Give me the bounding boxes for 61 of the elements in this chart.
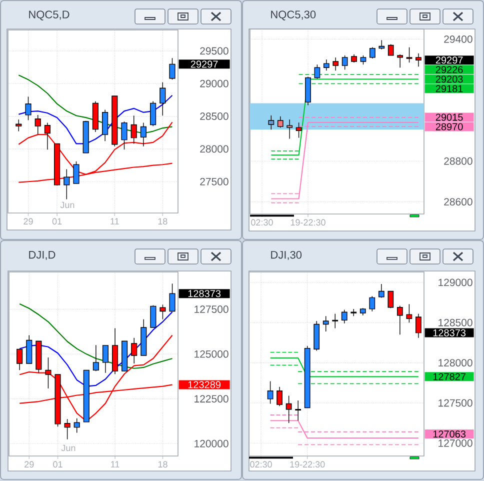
text: 29297 [190,60,218,68]
x-tick-label: 02:30 [250,461,272,468]
y-tick-label: 128500 [438,318,472,326]
y-tick-label: 28000 [200,145,228,153]
x-tick-label: 29 [24,461,34,468]
chart-title: NQC5,30 [271,10,316,20]
chart-title: DJI,30 [271,250,302,260]
x-tick-label: 11 [111,461,120,468]
data-label: 29203 [436,76,463,83]
candlestick [150,100,156,126]
candlestick [295,400,302,421]
candlestick [396,305,403,336]
candlestick [92,100,98,132]
text: 29297 [436,56,463,64]
candlestick [416,313,422,338]
x-tick-label: 11 [110,218,119,224]
y-tick-label: 127000 [438,439,472,447]
candlestick [378,284,384,298]
x-tick-label: 01 [53,461,62,468]
y-tick-label: 122500 [194,395,228,403]
y-tick-label: 27500 [200,178,228,186]
y-tick-label: 28500 [200,112,228,120]
data-label: 127063 [433,430,466,438]
candlestick [112,328,118,374]
x-tick-label: 19-22:30 [290,219,326,226]
y-tick-label: 28800 [444,157,472,165]
y-tick-label: 125000 [194,350,228,358]
data-label: 29015 [436,114,463,121]
annotation: Jun [60,202,74,208]
data-label: 127827 [433,373,466,380]
y-tick-label: 127500 [438,399,472,407]
annotation: Jun [61,444,76,452]
candlestick [416,53,422,67]
data-label: 29181 [436,85,463,92]
data-label: 29226 [436,66,463,74]
candlestick [102,109,108,142]
y-tick-label: 29500 [200,47,228,55]
x-tick-label: 02:30 [251,219,273,226]
x-tick-label: 18 [158,218,168,225]
text: 128373 [433,329,466,336]
y-tick-label: 29000 [200,80,228,88]
candlestick [323,59,330,72]
candlestick [140,122,146,147]
chart-title: DJI,D [29,251,56,260]
y-tick-label: 120000 [194,440,228,448]
y-tick-label: 29400 [444,35,472,43]
x-tick-label: 18 [158,461,168,468]
x-tick-label: 01 [52,218,62,225]
data-label: 28970 [436,123,463,130]
y-tick-label: 127500 [194,306,228,313]
y-tick-label: 129000 [438,278,472,286]
y-tick-label: 28600 [444,198,472,206]
candlestick [276,386,282,407]
chart-title: NQC5,D [29,10,70,20]
candlestick [286,119,293,140]
candlestick [45,357,52,389]
y-tick-label: 128000 [438,359,472,367]
x-tick-label: 19-22:30 [290,461,325,468]
data-label: 123289 [188,381,221,388]
x-tick-label: 29 [24,218,33,225]
text: 128373 [188,290,221,298]
